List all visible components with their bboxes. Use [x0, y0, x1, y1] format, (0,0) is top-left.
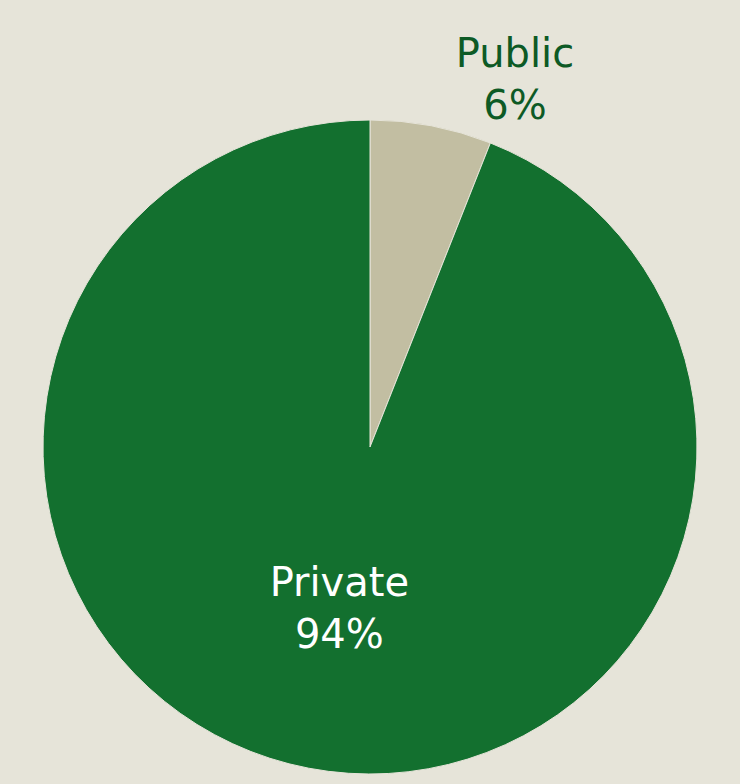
svg-text:Private94%: Private94%: [270, 559, 409, 657]
svg-text:Public6%: Public6%: [456, 30, 574, 128]
